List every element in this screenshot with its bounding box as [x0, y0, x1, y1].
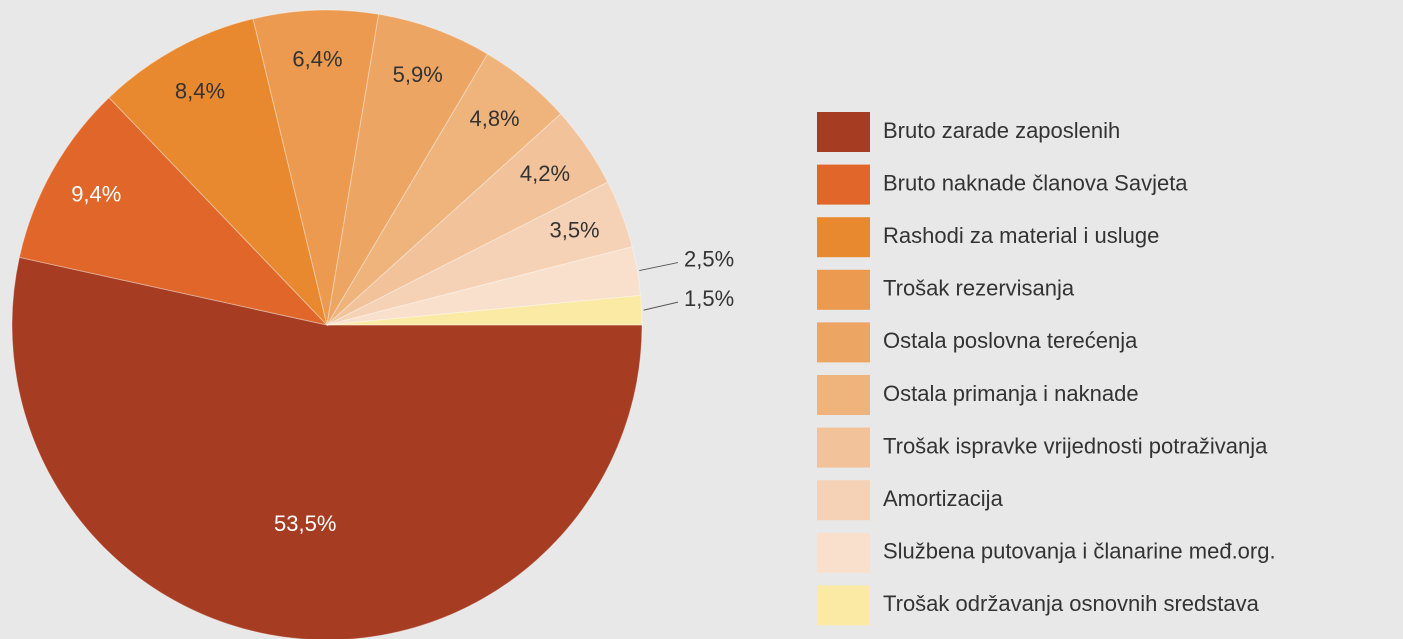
- data-label: 4,8%: [469, 106, 519, 131]
- pie-slice: [326, 13, 489, 326]
- data-label: 2,5%: [684, 246, 734, 271]
- pie-slice: [326, 181, 633, 326]
- pie-slice: [108, 18, 328, 327]
- legend-label: Ostala primanja i naknade: [883, 381, 1139, 406]
- pie-slice: [326, 53, 562, 326]
- legend-label: Amortizacija: [883, 486, 1004, 511]
- legend-label: Službena putovanja i članarine međ.org.: [883, 539, 1276, 564]
- data-label: 4,2%: [520, 161, 570, 186]
- legend-swatch: [817, 585, 870, 626]
- pie-slice: [326, 246, 642, 326]
- legend-label: Trošak održavanja osnovnih sredstava: [883, 591, 1260, 616]
- pie-slice: [326, 294, 643, 326]
- pie-slice: [18, 96, 329, 326]
- pie-slice: [326, 113, 609, 326]
- pie-slice: [252, 9, 380, 326]
- pie-slice: [11, 256, 643, 639]
- data-label: 8,4%: [175, 79, 225, 104]
- legend-swatch: [817, 112, 870, 152]
- data-label: 1,5%: [684, 286, 734, 311]
- leader-line: [643, 301, 679, 311]
- legend-swatch: [817, 427, 870, 468]
- leader-line: [639, 262, 679, 272]
- legend-swatch: [817, 480, 870, 521]
- legend-label: Trošak ispravke vrijednosti potraživanja: [883, 433, 1268, 458]
- legend-label: Ostala poslovna terećenja: [883, 328, 1138, 353]
- data-label: 53,5%: [274, 511, 336, 536]
- legend-swatch: [817, 375, 870, 415]
- legend-label: Bruto zarade zaposlenih: [883, 118, 1120, 143]
- legend-swatch: [817, 532, 870, 573]
- legend-label: Rashodi za material i usluge: [883, 223, 1159, 248]
- legend-swatch: [817, 322, 870, 363]
- data-label: 5,9%: [393, 62, 443, 87]
- legend-label: Bruto naknade članova Savjeta: [883, 170, 1188, 195]
- data-label: 6,4%: [292, 46, 342, 71]
- data-label: 9,4%: [71, 181, 121, 206]
- legend-swatch: [817, 269, 870, 310]
- data-label: 3,5%: [549, 217, 599, 242]
- legend-swatch: [817, 164, 870, 205]
- legend-swatch: [817, 217, 870, 258]
- legend-label: Trošak rezervisanja: [883, 276, 1075, 301]
